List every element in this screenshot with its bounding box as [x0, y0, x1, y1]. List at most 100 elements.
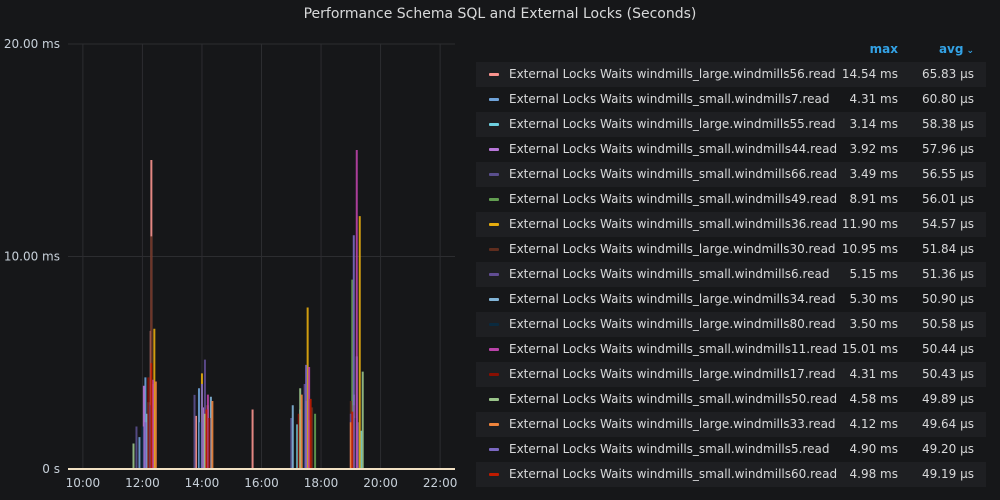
legend-series-max: 3.50 ms — [849, 317, 898, 331]
legend-series-max: 8.91 ms — [849, 192, 898, 206]
legend-series-name: External Locks Waits windmills_large.win… — [509, 317, 836, 331]
legend-series-max: 3.49 ms — [849, 167, 898, 181]
x-tick-label: 14:00 — [185, 476, 220, 490]
legend-series-name: External Locks Waits windmills_small.win… — [509, 392, 838, 406]
chart-svg: 0 s 10.00 ms 20.00 ms 10:00 12:00 14:00 16:00 1… — [4, 37, 458, 490]
legend-series-avg: 49.19 µs — [921, 467, 974, 481]
series-color-swatch — [489, 248, 499, 251]
legend-series-avg: 50.44 µs — [921, 342, 974, 356]
legend-series-max: 4.90 ms — [849, 442, 898, 456]
x-tick-label: 10:00 — [66, 476, 101, 490]
series-color-swatch — [489, 198, 499, 201]
legend-series-name: External Locks Waits windmills_large.win… — [509, 242, 836, 256]
legend-avg-label: avg — [938, 42, 964, 56]
legend-series-name: External Locks Waits windmills_large.win… — [509, 417, 836, 431]
series-color-swatch — [489, 148, 499, 151]
series-color-swatch — [489, 423, 499, 426]
legend-row[interactable]: External Locks Waits windmills_large.win… — [476, 287, 986, 312]
legend-series-max: 15.01 ms — [841, 342, 898, 356]
legend-row[interactable]: External Locks Waits windmills_small.win… — [476, 137, 986, 162]
legend-row[interactable]: External Locks Waits windmills_small.win… — [476, 212, 986, 237]
legend-series-name: External Locks Waits windmills_small.win… — [509, 267, 830, 281]
x-tick-label: 22:00 — [423, 476, 458, 490]
legend-series-max: 4.12 ms — [849, 417, 898, 431]
legend-series-max: 4.31 ms — [849, 367, 898, 381]
series-color-swatch — [489, 323, 499, 326]
legend-row[interactable]: External Locks Waits windmills_small.win… — [476, 387, 986, 412]
legend-row[interactable]: External Locks Waits windmills_large.win… — [476, 312, 986, 337]
y-tick-label: 20.00 ms — [4, 37, 60, 51]
legend-row[interactable]: External Locks Waits windmills_small.win… — [476, 162, 986, 187]
legend-series-name: External Locks Waits windmills_small.win… — [509, 92, 830, 106]
series-color-swatch — [489, 98, 499, 101]
legend-series-max: 4.98 ms — [849, 467, 898, 481]
legend-series-avg: 49.89 µs — [921, 392, 974, 406]
series-color-swatch — [489, 123, 499, 126]
legend-series-avg: 51.84 µs — [921, 242, 974, 256]
legend-table: max avg ⌄ External Locks Waits windmills_… — [476, 40, 986, 487]
y-tick-label: 10.00 ms — [4, 250, 60, 264]
legend-row[interactable]: External Locks Waits windmills_small.win… — [476, 87, 986, 112]
legend-series-avg: 50.43 µs — [921, 367, 974, 381]
legend-series-max: 5.30 ms — [849, 292, 898, 306]
legend-series-name: External Locks Waits windmills_small.win… — [509, 342, 838, 356]
x-tick-label: 18:00 — [304, 476, 339, 490]
legend-series-name: External Locks Waits windmills_small.win… — [509, 167, 838, 181]
legend-series-max: 4.58 ms — [849, 392, 898, 406]
x-tick-label: 12:00 — [125, 476, 160, 490]
chevron-down-icon: ⌄ — [966, 46, 974, 56]
series-color-swatch — [489, 348, 499, 351]
legend-series-name: External Locks Waits windmills_small.win… — [509, 217, 838, 231]
series-color-swatch — [489, 473, 499, 476]
legend-series-avg: 50.58 µs — [921, 317, 974, 331]
legend-row[interactable]: External Locks Waits windmills_small.win… — [476, 187, 986, 212]
legend-row[interactable]: External Locks Waits windmills_small.win… — [476, 337, 986, 362]
legend-series-avg: 51.36 µs — [921, 267, 974, 281]
legend-avg-header[interactable]: avg ⌄ — [914, 42, 974, 56]
legend-series-avg: 56.01 µs — [921, 192, 974, 206]
legend-series-avg: 49.64 µs — [921, 417, 974, 431]
legend-series-name: External Locks Waits windmills_small.win… — [509, 192, 838, 206]
legend-header: max avg ⌄ — [476, 40, 986, 62]
legend-series-name: External Locks Waits windmills_large.win… — [509, 117, 836, 131]
legend-series-avg: 57.96 µs — [921, 142, 974, 156]
legend-series-avg: 65.83 µs — [921, 67, 974, 81]
legend-row[interactable]: External Locks Waits windmills_small.win… — [476, 262, 986, 287]
legend-series-name: External Locks Waits windmills_large.win… — [509, 67, 836, 81]
series-color-swatch — [489, 273, 499, 276]
series-color-swatch — [489, 398, 499, 401]
legend-series-avg: 60.80 µs — [921, 92, 974, 106]
legend-series-max: 10.95 ms — [841, 242, 898, 256]
y-tick-label: 0 s — [42, 462, 60, 476]
legend-series-avg: 49.20 µs — [921, 442, 974, 456]
legend-row[interactable]: External Locks Waits windmills_large.win… — [476, 362, 986, 387]
legend-series-avg: 56.55 µs — [921, 167, 974, 181]
series-color-swatch — [489, 223, 499, 226]
legend-row[interactable]: External Locks Waits windmills_large.win… — [476, 412, 986, 437]
x-tick-label: 20:00 — [363, 476, 398, 490]
series-color-swatch — [489, 373, 499, 376]
x-tick-label: 16:00 — [244, 476, 279, 490]
legend-series-name: External Locks Waits windmills_small.win… — [509, 467, 838, 481]
legend-series-avg: 58.38 µs — [921, 117, 974, 131]
legend-series-name: External Locks Waits windmills_small.win… — [509, 142, 838, 156]
legend-row[interactable]: External Locks Waits windmills_large.win… — [476, 237, 986, 262]
legend-series-max: 5.15 ms — [849, 267, 898, 281]
series-color-swatch — [489, 448, 499, 451]
legend-series-max: 3.92 ms — [849, 142, 898, 156]
legend-series-name: External Locks Waits windmills_large.win… — [509, 367, 836, 381]
legend-series-avg: 50.90 µs — [921, 292, 974, 306]
legend-row[interactable]: External Locks Waits windmills_small.win… — [476, 437, 986, 462]
legend-row[interactable]: External Locks Waits windmills_small.win… — [476, 462, 986, 487]
legend-series-max: 3.14 ms — [849, 117, 898, 131]
legend-row[interactable]: External Locks Waits windmills_large.win… — [476, 112, 986, 137]
legend-series-max: 11.90 ms — [841, 217, 898, 231]
chart-plot-area[interactable]: 0 s 10.00 ms 20.00 ms 10:00 12:00 14:00 16:00 1… — [0, 30, 470, 500]
legend-series-avg: 54.57 µs — [921, 217, 974, 231]
series-color-swatch — [489, 298, 499, 301]
legend-row[interactable]: External Locks Waits windmills_large.win… — [476, 62, 986, 87]
legend-series-name: External Locks Waits windmills_large.win… — [509, 292, 836, 306]
legend-max-header[interactable]: max — [869, 42, 898, 56]
legend-series-max: 4.31 ms — [849, 92, 898, 106]
series-color-swatch — [489, 173, 499, 176]
